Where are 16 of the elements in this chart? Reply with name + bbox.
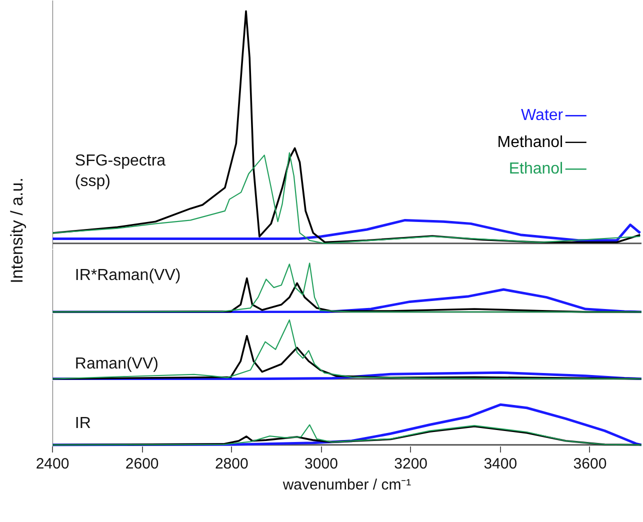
x-tick-label: 2600 — [125, 456, 159, 472]
x-tick-label: 3200 — [394, 456, 428, 472]
x-tick-label: 3000 — [304, 456, 338, 472]
legend-label: Ethanol — [508, 160, 564, 178]
annotation: IR*Raman(VV) — [74, 266, 181, 284]
annotation: IR — [74, 415, 91, 432]
annotation: Raman(VV) — [74, 355, 158, 372]
legend-label: Methanol — [497, 134, 564, 151]
legend-label: Water — [521, 107, 564, 124]
x-tick-label: 2400 — [36, 456, 70, 472]
y-axis-title: Intensity / a.u. — [8, 178, 26, 284]
x-tick-label: 3600 — [573, 456, 607, 472]
x-tick-label: 3400 — [484, 456, 518, 472]
x-tick-label: 2800 — [214, 456, 248, 472]
annotation: SFG-spectra (ssp) — [74, 152, 166, 190]
x-axis-title: wavenumber / cm⁻¹ — [282, 476, 412, 494]
